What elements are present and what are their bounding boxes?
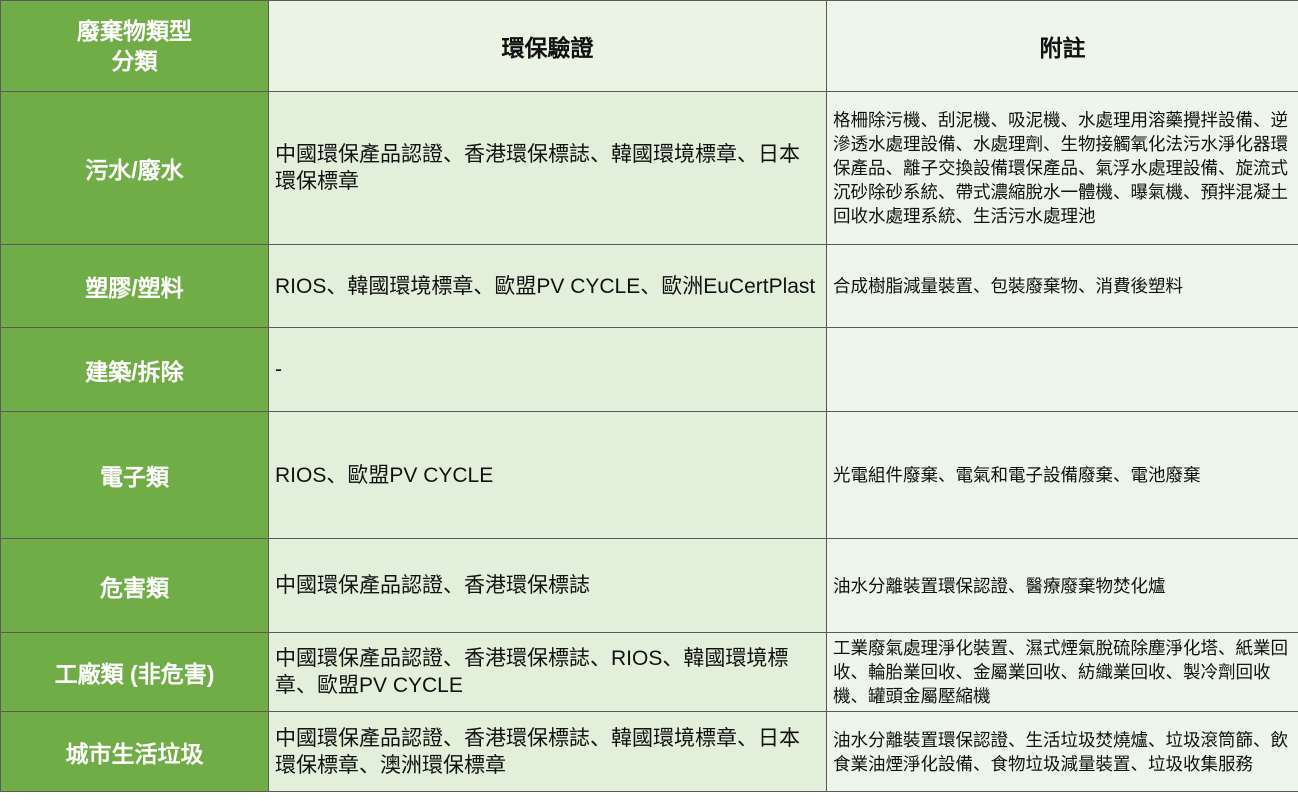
notes-cell: 格柵除污機、刮泥機、吸泥機、水處理用溶藥攪拌設備、逆滲透水處理設備、水處理劑、生…: [826, 91, 1298, 245]
category-cell: 危害類: [0, 538, 269, 633]
certification-cell: 中國環保產品認證、香港環保標誌、RIOS、韓國環境標章、歐盟PV CYCLE: [268, 632, 827, 712]
notes-cell: 油水分離裝置環保認證、醫療廢棄物焚化爐: [826, 538, 1298, 633]
table-row: 危害類 中國環保產品認證、香港環保標誌 油水分離裝置環保認證、醫療廢棄物焚化爐: [0, 538, 1298, 633]
header-certification: 環保驗證: [268, 0, 827, 92]
table-row: 電子類 RIOS、歐盟PV CYCLE 光電組件廢棄、電氣和電子設備廢棄、電池廢…: [0, 411, 1298, 539]
certification-cell: RIOS、韓國環境標章、歐盟PV CYCLE、歐洲EuCertPlast: [268, 244, 827, 328]
table-row: 城市生活垃圾 中國環保產品認證、香港環保標誌、韓國環境標章、日本環保標章、澳洲環…: [0, 711, 1298, 792]
category-cell: 建築/拆除: [0, 327, 269, 412]
category-cell: 城市生活垃圾: [0, 711, 269, 792]
notes-cell: 油水分離裝置環保認證、生活垃圾焚燒爐、垃圾滾筒篩、飲食業油煙淨化設備、食物垃圾減…: [826, 711, 1298, 792]
header-notes: 附註: [826, 0, 1298, 92]
header-category: 廢棄物類型 分類: [0, 0, 269, 92]
table-row: 建築/拆除 -: [0, 327, 1298, 412]
notes-cell: 工業廢氣處理淨化裝置、濕式煙氣脫硫除塵淨化塔、紙業回收、輪胎業回收、金屬業回收、…: [826, 632, 1298, 712]
certification-cell: -: [268, 327, 827, 412]
category-cell: 電子類: [0, 411, 269, 539]
category-cell: 塑膠/塑料: [0, 244, 269, 328]
certification-cell: 中國環保產品認證、香港環保標誌: [268, 538, 827, 633]
header-category-line1: 廢棄物類型: [77, 18, 192, 44]
notes-cell: 光電組件廢棄、電氣和電子設備廢棄、電池廢棄: [826, 411, 1298, 539]
notes-cell: 合成樹脂減量裝置、包裝廢棄物、消費後塑料: [826, 244, 1298, 328]
certification-cell: 中國環保產品認證、香港環保標誌、韓國環境標章、日本環保標章: [268, 91, 827, 245]
header-row: 廢棄物類型分類 環保驗證 附註: [0, 0, 1298, 92]
certification-cell: RIOS、歐盟PV CYCLE: [268, 411, 827, 539]
table-row: 工廠類 (非危害) 中國環保產品認證、香港環保標誌、RIOS、韓國環境標章、歐盟…: [0, 632, 1298, 712]
category-cell: 工廠類 (非危害): [0, 632, 269, 712]
certification-cell: 中國環保產品認證、香港環保標誌、韓國環境標章、日本環保標章、澳洲環保標章: [268, 711, 827, 792]
header-category-line2: 分類: [111, 48, 158, 74]
table-row: 塑膠/塑料 RIOS、韓國環境標章、歐盟PV CYCLE、歐洲EuCertPla…: [0, 244, 1298, 328]
notes-cell: [826, 327, 1298, 412]
table-row: 污水/廢水 中國環保產品認證、香港環保標誌、韓國環境標章、日本環保標章 格柵除污…: [0, 91, 1298, 245]
category-cell: 污水/廢水: [0, 91, 269, 245]
